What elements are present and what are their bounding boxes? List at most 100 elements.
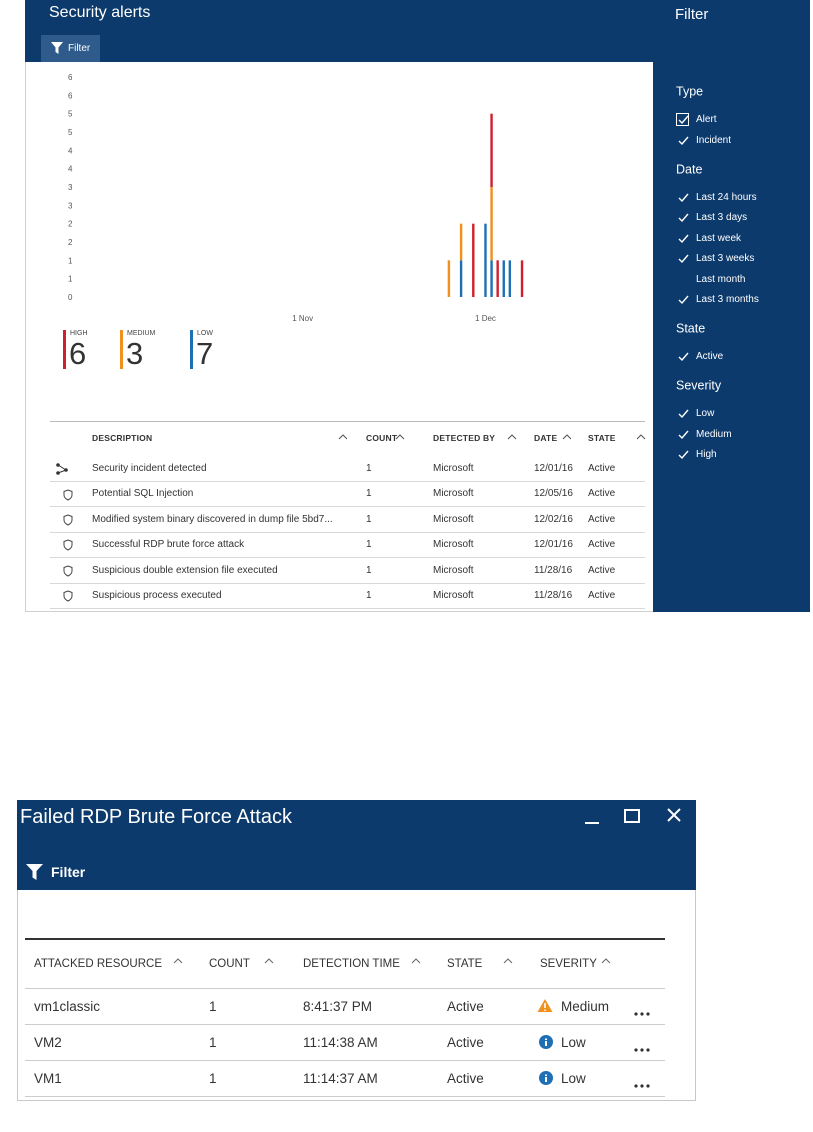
filter-group-title: Date <box>676 162 703 176</box>
checkmark[interactable] <box>678 234 689 244</box>
column-header: STATE <box>588 433 616 443</box>
row-separator <box>50 506 645 508</box>
y-tick-label: 6 <box>68 91 73 100</box>
bar-segment <box>490 260 493 297</box>
table-cell: 8:41:37 PM <box>303 999 373 1014</box>
row-separator <box>25 1060 665 1061</box>
sort-arrow[interactable] <box>601 957 611 964</box>
window-controls[interactable] <box>582 806 686 828</box>
filter-option: Incident <box>696 134 732 146</box>
bar-segment <box>508 260 512 297</box>
more-menu[interactable] <box>633 1011 653 1017</box>
detail-filter-label[interactable]: Filter <box>51 864 86 880</box>
sort-arrow[interactable] <box>503 957 513 964</box>
checkmark[interactable] <box>678 450 689 460</box>
bar-segment <box>490 187 493 261</box>
legend-swatch <box>63 330 66 369</box>
checkmark[interactable] <box>678 213 689 223</box>
shield-icon <box>63 590 73 602</box>
sort-arrow[interactable] <box>264 957 274 964</box>
sort-arrow[interactable] <box>338 433 348 440</box>
row-separator <box>50 608 645 609</box>
bar-segment <box>459 260 463 297</box>
checkmark[interactable] <box>678 254 689 264</box>
column-header: DETECTION TIME <box>303 958 400 970</box>
table-cell: 1 <box>366 539 372 551</box>
table-cell: Microsoft <box>433 463 474 474</box>
sort-arrow[interactable] <box>507 433 517 440</box>
table-cell: 1 <box>366 463 372 474</box>
checkmark[interactable] <box>678 430 689 440</box>
column-header: DATE <box>534 433 558 443</box>
shield-icon <box>63 489 73 501</box>
column-header: ATTACKED RESOURCE <box>34 958 163 970</box>
bar-segment <box>447 260 451 297</box>
checkmark[interactable] <box>678 193 689 203</box>
column-header: COUNT <box>366 433 398 443</box>
table-cell: Microsoft <box>433 513 474 525</box>
table-cell: Active <box>588 488 616 500</box>
y-tick-label: 5 <box>68 128 73 137</box>
sort-arrow[interactable] <box>395 433 405 440</box>
focus-box <box>676 113 689 126</box>
row-separator <box>25 988 665 989</box>
table-cell: 11/28/16 <box>534 590 573 601</box>
table-cell: Successful RDP brute force attack <box>92 539 245 551</box>
legend-name: HIGH <box>70 330 88 337</box>
legend-total: 6 <box>69 336 87 371</box>
legend-name: MEDIUM <box>127 330 156 337</box>
more-menu[interactable] <box>633 1047 653 1053</box>
filter-option: Low <box>696 408 715 419</box>
table-cell: Active <box>447 1071 484 1086</box>
incident-icon <box>56 463 68 475</box>
warning-icon <box>537 999 553 1012</box>
y-tick-label: 3 <box>68 183 73 192</box>
table-cell: 1 <box>366 488 372 500</box>
table-cell: Microsoft <box>433 590 474 601</box>
sort-arrow[interactable] <box>562 433 572 440</box>
table-cell: 12/01/16 <box>534 539 573 551</box>
table-cell: Microsoft <box>433 564 474 576</box>
detail-header <box>17 800 696 890</box>
sort-arrow[interactable] <box>173 957 183 964</box>
checkmark[interactable] <box>678 295 689 305</box>
column-header: COUNT <box>209 958 250 970</box>
y-tick-label: 6 <box>68 73 73 82</box>
funnel-icon[interactable] <box>26 864 44 880</box>
table-top-line <box>50 421 645 422</box>
sort-arrow[interactable] <box>411 957 421 964</box>
row-separator <box>25 1096 665 1097</box>
more-menu[interactable] <box>633 1083 653 1089</box>
legend-total: 7 <box>196 336 214 371</box>
filter-option: Alert <box>696 114 717 125</box>
x-tick-label: 1 Dec <box>475 314 496 323</box>
shield-icon <box>63 514 73 526</box>
column-header: SEVERITY <box>540 958 597 970</box>
checkmark[interactable] <box>678 136 689 146</box>
legend-total: 3 <box>126 336 144 371</box>
y-tick-label: 4 <box>68 146 73 155</box>
y-tick-label: 2 <box>68 238 73 247</box>
table-cell: 1 <box>366 590 372 601</box>
checkmark[interactable] <box>678 409 689 419</box>
shield-icon <box>63 565 73 577</box>
y-tick-label: 0 <box>68 293 73 302</box>
table-cell: Suspicious double extension file execute… <box>92 564 278 576</box>
checkmark[interactable] <box>678 115 689 125</box>
checkmark[interactable] <box>678 352 689 362</box>
table-cell: vm1classic <box>34 999 101 1014</box>
filter-button[interactable]: Filter <box>41 35 100 62</box>
table-cell: 11/28/16 <box>534 564 573 576</box>
bar-segment <box>459 223 463 261</box>
table-cell: Active <box>588 564 616 576</box>
table-cell: 1 <box>209 999 217 1014</box>
filter-group-title: Severity <box>676 378 722 393</box>
filter-option: Last 24 hours <box>696 191 757 203</box>
table-cell: 1 <box>209 1071 217 1086</box>
table-cell: Microsoft <box>433 539 474 551</box>
y-tick-label: 1 <box>68 256 73 265</box>
table-cell: Active <box>447 1035 484 1050</box>
table-cell: Active <box>447 999 484 1014</box>
sort-arrow[interactable] <box>636 433 646 440</box>
